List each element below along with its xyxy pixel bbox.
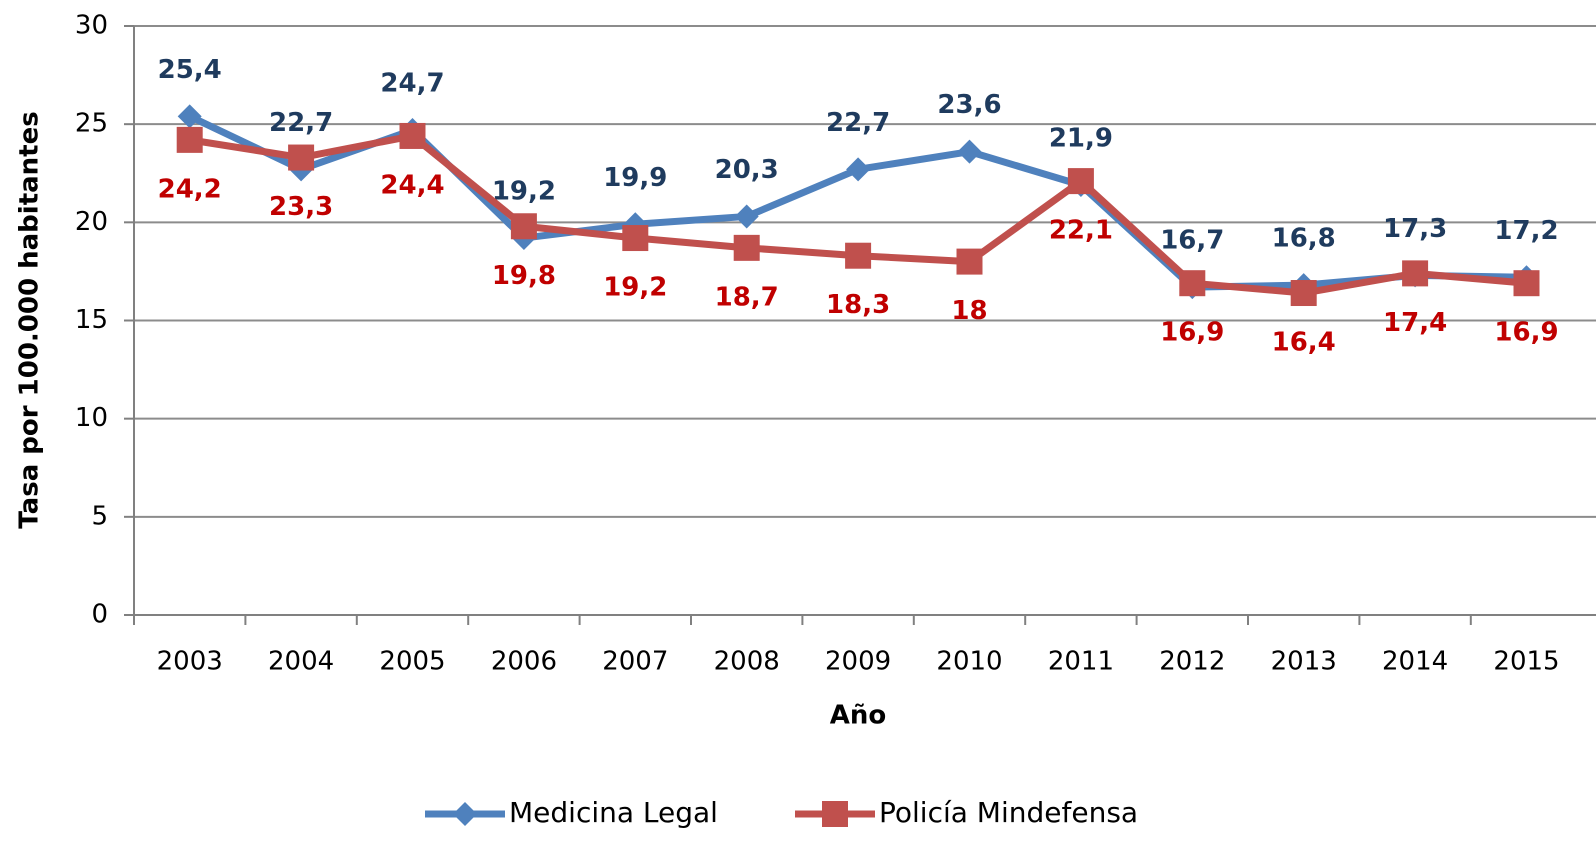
data-label: 23,3 [269, 192, 333, 222]
legend-label: Policía Mindefensa [879, 796, 1138, 829]
data-label: 25,4 [158, 55, 222, 85]
data-label: 19,9 [603, 163, 667, 193]
diamond-marker [957, 139, 982, 164]
square-marker [288, 144, 315, 171]
square-marker [956, 248, 983, 275]
data-label: 17,3 [1383, 214, 1447, 244]
data-label: 16,9 [1160, 318, 1224, 348]
x-tick-label: 2010 [936, 647, 1002, 677]
square-marker [733, 234, 760, 261]
y-tick-label: 0 [91, 600, 108, 630]
y-tick-label: 5 [91, 501, 108, 531]
square-marker [1290, 280, 1317, 307]
data-label: 22,7 [269, 108, 333, 138]
x-tick-label: 2003 [157, 647, 223, 677]
diamond-marker [846, 157, 871, 182]
data-label: 18,3 [826, 290, 890, 320]
x-tick-label: 2009 [825, 647, 891, 677]
x-tick-label: 2015 [1493, 647, 1559, 677]
square-marker [845, 242, 872, 269]
data-label: 17,4 [1383, 308, 1447, 338]
x-tick-label: 2004 [268, 647, 334, 677]
square-marker [1513, 270, 1540, 297]
y-axis-title: Tasa por 100.000 habitantes [15, 111, 45, 528]
data-label: 23,6 [937, 90, 1001, 120]
y-tick-label: 30 [75, 11, 108, 41]
square-marker [176, 126, 203, 153]
data-label: 22,1 [1049, 216, 1113, 246]
data-label: 18,7 [715, 282, 779, 312]
data-label: 19,2 [492, 177, 556, 207]
square-marker [510, 213, 537, 240]
data-label: 22,7 [826, 108, 890, 138]
diamond-marker [177, 104, 202, 129]
data-label: 16,9 [1494, 318, 1558, 348]
x-tick-label: 2006 [491, 647, 557, 677]
x-tick-label: 2008 [714, 647, 780, 677]
data-label: 18 [951, 296, 987, 326]
data-label: 24,2 [158, 174, 222, 204]
legend-marker [453, 802, 477, 826]
legend-marker [822, 801, 848, 827]
square-marker [622, 225, 649, 252]
y-tick-label: 15 [75, 305, 108, 335]
x-tick-label: 2013 [1271, 647, 1337, 677]
square-marker [1067, 168, 1094, 195]
data-label: 16,7 [1160, 226, 1224, 256]
data-label: 17,2 [1494, 216, 1558, 246]
data-label: 21,9 [1049, 124, 1113, 154]
square-marker [1179, 270, 1206, 297]
data-label: 16,8 [1272, 224, 1336, 254]
y-tick-label: 25 [75, 109, 108, 139]
x-tick-label: 2011 [1048, 647, 1114, 677]
data-label: 24,4 [380, 170, 444, 200]
x-tick-label: 2014 [1382, 647, 1448, 677]
y-tick-label: 10 [75, 403, 108, 433]
legend-label: Medicina Legal [509, 796, 718, 829]
data-label: 19,8 [492, 261, 556, 291]
data-label: 24,7 [380, 69, 444, 99]
diamond-marker [734, 204, 759, 229]
x-axis-title: Año [830, 701, 887, 731]
data-label: 20,3 [715, 155, 779, 185]
square-marker [1402, 260, 1429, 287]
data-label: 19,2 [603, 273, 667, 303]
square-marker [399, 122, 426, 149]
data-label: 16,4 [1272, 328, 1336, 358]
x-tick-label: 2012 [1159, 647, 1225, 677]
y-tick-label: 20 [75, 207, 108, 237]
x-tick-label: 2005 [379, 647, 445, 677]
x-tick-label: 2007 [602, 647, 668, 677]
